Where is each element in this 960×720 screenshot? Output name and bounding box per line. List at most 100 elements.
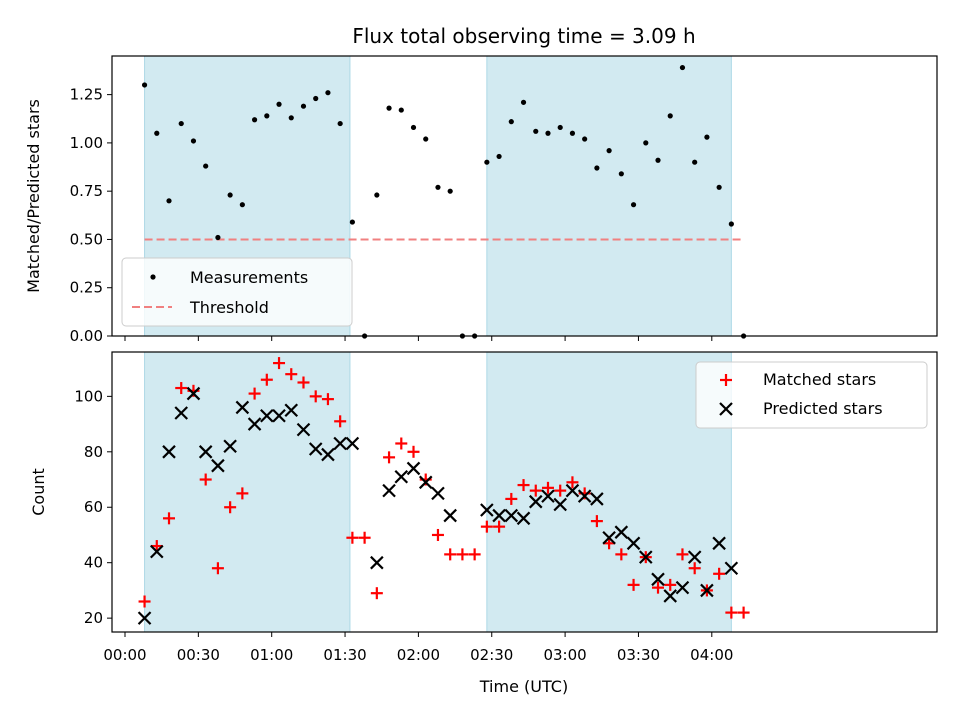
predicted-star-point [516, 511, 531, 526]
predicted-star-b [418, 475, 433, 490]
matched-star-point [737, 606, 750, 619]
predicted-star-b [345, 436, 360, 451]
predicted-star-b [516, 511, 531, 526]
x-tick-label: 03:00 [543, 646, 586, 664]
x-tick-label: 02:00 [397, 646, 440, 664]
measurement-point [239, 202, 245, 208]
predicted-star-point [198, 445, 213, 459]
measurement-point [655, 157, 661, 163]
measurement-point [447, 188, 453, 194]
predicted-star-b [198, 445, 213, 459]
predicted-star-point [260, 408, 274, 423]
matched-star-point [713, 567, 726, 580]
predicted-star-b [321, 447, 335, 462]
measurement-point [374, 192, 380, 198]
predicted-star-b [700, 583, 714, 598]
matched-star-point [297, 376, 310, 389]
predicted-star-b [370, 555, 384, 570]
matched-star-point [664, 578, 677, 591]
predicted-star-b [174, 406, 189, 420]
predicted-star-b [577, 489, 592, 503]
measurement-points [141, 64, 747, 339]
matched-star-point [725, 606, 738, 619]
bottom-legend: Matched stars Predicted stars [695, 361, 928, 429]
predicted-star-point [162, 445, 176, 459]
predicted-star-b [235, 400, 250, 415]
matched-star-point [199, 473, 212, 486]
predicted-star-point [394, 469, 409, 484]
predicted-star-point [333, 436, 347, 451]
predicted-star-b [211, 458, 225, 473]
measurement-point [557, 124, 563, 131]
legend-matched-label: Matched stars [763, 370, 876, 389]
measurement-point [288, 115, 294, 121]
predicted-star-b [137, 611, 152, 625]
matched-star-point [211, 562, 224, 575]
matched-star-point [554, 484, 567, 497]
y-tick-label: 60 [84, 498, 103, 516]
y-tick-label: 20 [84, 609, 103, 627]
matched-star-point [358, 531, 371, 544]
top-legend: Measurements Threshold [121, 257, 353, 327]
predicted-star-point [418, 475, 433, 490]
top-y-axis: 0.00 0.25 0.50 0.75 1.00 1.25 [70, 86, 112, 345]
measurement-point [679, 64, 686, 71]
predicted-star-point [431, 486, 445, 501]
matched-star-point [370, 587, 383, 600]
predicted-star-point [614, 525, 629, 539]
predicted-star-b [675, 580, 690, 595]
shaded-region [144, 351, 351, 633]
predicted-star-point [321, 447, 335, 462]
shaded-region [486, 55, 732, 337]
predicted-star-point [186, 386, 201, 401]
measurement-point [545, 130, 551, 136]
x-tick-label: 00:30 [177, 646, 220, 664]
matched-star-point [236, 487, 249, 500]
predicted-star-b [260, 408, 274, 423]
predicted-star-b [296, 422, 311, 437]
predicted-star-point [308, 442, 323, 456]
predicted-star-point [174, 406, 189, 420]
predicted-star-point [675, 580, 690, 595]
predicted-star-point [565, 483, 580, 498]
measurement-point [569, 130, 576, 136]
bottom-y-axis-label: Count [29, 468, 48, 516]
predicted-star-b [614, 525, 629, 539]
bottom-shaded-regions [144, 351, 732, 633]
measurement-point [190, 138, 197, 144]
measurement-point [630, 202, 637, 208]
predicted-star-b [284, 403, 299, 417]
predicted-star-point [626, 536, 641, 551]
predicted-star-b [492, 508, 506, 523]
y-tick-label: 80 [84, 443, 103, 461]
predicted-star-point [553, 497, 567, 512]
bottom-panel: 20 40 60 80 100 00:00 00:30 01:00 01:30 02:00 02:… [29, 351, 938, 696]
matched-star-point [321, 393, 334, 406]
predicted-star-point [296, 422, 311, 437]
x-tick-label: 02:30 [470, 646, 513, 664]
predicted-star-b [541, 489, 555, 503]
x-tick-label: 00:00 [103, 646, 146, 664]
matched-star-point [468, 548, 481, 561]
predicted-star-point [651, 572, 665, 587]
predicted-star-b [223, 439, 237, 454]
predicted-star-point [590, 492, 604, 506]
measurement-point [166, 198, 172, 204]
top-axes-frame [111, 55, 938, 337]
legend-measurements-marker [150, 274, 156, 280]
predicted-star-b [626, 536, 641, 551]
y-tick-label: 40 [84, 554, 103, 572]
matched-star-point [431, 528, 444, 541]
matched-star-point [444, 548, 457, 561]
predicted-star-point [639, 550, 653, 564]
y-tick-label: 0.00 [70, 327, 103, 345]
matched-star-point [309, 390, 322, 403]
top-x-ticks [124, 336, 713, 341]
matched-star-point [615, 548, 628, 561]
x-tick-label: 04:00 [690, 646, 733, 664]
predicted-star-b [394, 469, 409, 484]
predicted-star-b [186, 386, 201, 401]
measurement-point [667, 113, 673, 119]
predicted-star-point [211, 458, 225, 473]
